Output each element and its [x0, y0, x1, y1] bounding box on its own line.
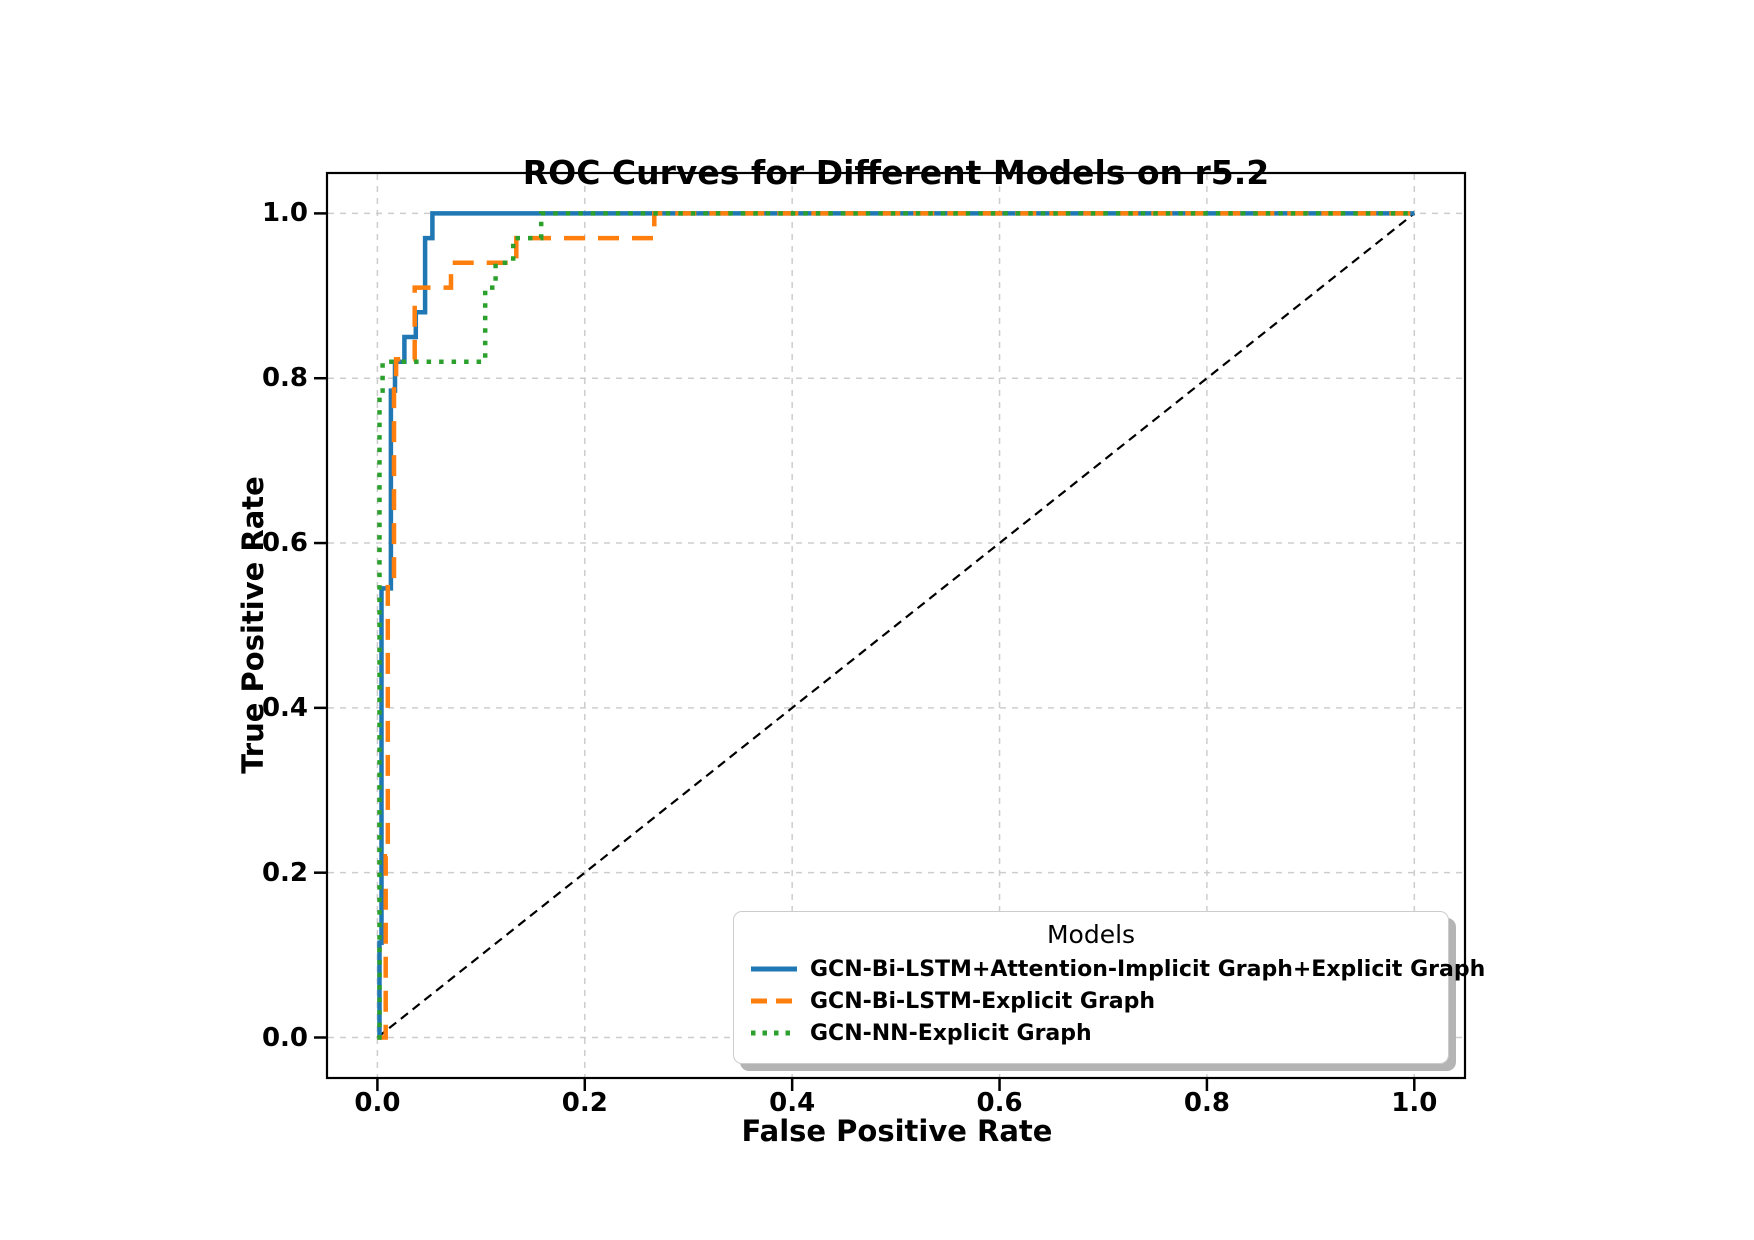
legend-line-sample-dashed	[751, 998, 797, 1004]
roc-curve-1f77b4	[377, 211, 1415, 1040]
y-tick-label: 0.2	[261, 857, 308, 888]
legend-title: Models	[1046, 920, 1136, 949]
legend-item-label: GCN-NN-Explicit Graph	[810, 1020, 1092, 1046]
legend: Models GCN-Bi-LSTM+Attention-Implicit Gr…	[733, 911, 1485, 1064]
legend-item: GCN-Bi-LSTM-Explicit Graph	[734, 985, 1448, 1017]
legend-item-label: GCN-Bi-LSTM+Attention-Implicit Graph+Exp…	[810, 956, 1486, 982]
y-tick-label: 1.0	[261, 198, 308, 229]
x-tick-label: 0.2	[561, 1088, 608, 1118]
legend-line-sample-dotted	[751, 1030, 797, 1036]
legend-item: GCN-Bi-LSTM+Attention-Implicit Graph+Exp…	[734, 953, 1485, 985]
y-tick-label: 0.4	[261, 692, 308, 723]
x-tick-label: 0.0	[354, 1088, 401, 1118]
legend-line-sample-solid	[751, 966, 797, 972]
x-tick-label: 0.8	[1183, 1088, 1230, 1118]
y-tick-label: 0.6	[261, 528, 308, 559]
roc-curve-2ca02c	[377, 211, 1415, 1040]
legend-item: GCN-NN-Explicit Graph	[734, 1017, 1448, 1049]
y-tick-label: 0.0	[261, 1022, 308, 1053]
chart-title: ROC Curves for Different Models on r5.2	[522, 153, 1270, 192]
x-tick-label: 0.4	[769, 1088, 816, 1118]
legend-item-label: GCN-Bi-LSTM-Explicit Graph	[810, 988, 1156, 1014]
roc-curve-diagonal	[376, 212, 1415, 1039]
x-axis-label: False Positive Rate	[741, 1114, 1053, 1148]
y-axis-label: True Positive Rate	[236, 476, 270, 774]
y-tick-label: 0.8	[261, 363, 308, 394]
axes-spines	[325, 171, 1467, 1080]
x-tick-label: 1.0	[1391, 1088, 1438, 1118]
legend-rows: GCN-Bi-LSTM+Attention-Implicit Graph+Exp…	[734, 953, 1485, 1049]
x-tick-label: 0.6	[976, 1088, 1023, 1118]
